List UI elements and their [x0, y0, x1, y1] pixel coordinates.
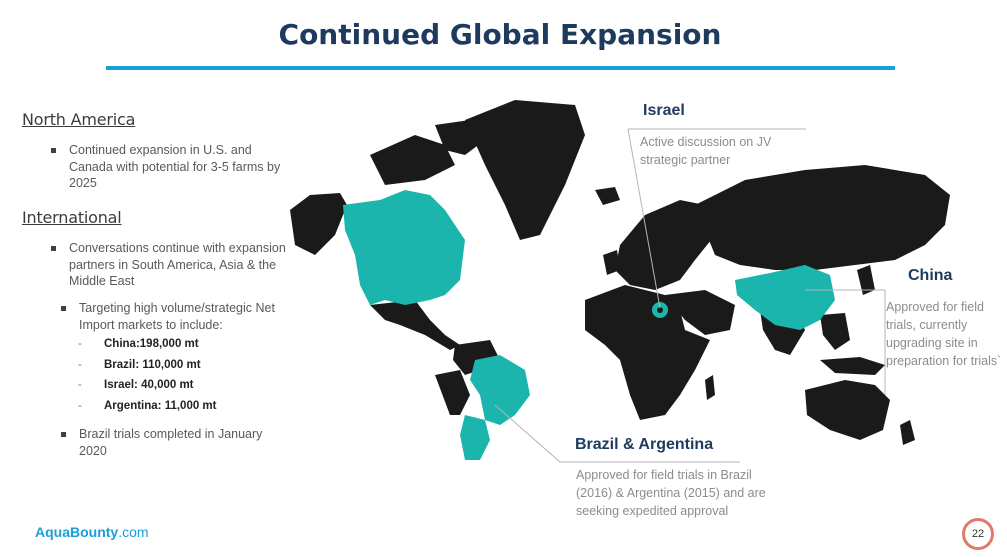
- israel-text: Active discussion on JV strategic partne…: [640, 135, 772, 167]
- argentina-highlight: [460, 415, 490, 460]
- china-heading: China: [908, 267, 953, 284]
- brand-name: AquaBounty: [35, 524, 119, 540]
- north-america-heading: North America: [22, 110, 136, 129]
- market-item-china: - China:198,000 mt: [78, 338, 199, 350]
- market-argentina-text: Argentina: 11,000 mt: [104, 400, 217, 412]
- international-bullet-2-text: Targeting high volume/strategic Net Impo…: [79, 301, 275, 332]
- market-china-text: China:198,000 mt: [104, 338, 199, 350]
- title-underline: [106, 66, 895, 70]
- market-item-brazil: - Brazil: 110,000 mt: [78, 359, 201, 371]
- bullet-marker: [61, 432, 66, 437]
- brazil-argentina-text: Approved for field trials in Brazil (201…: [576, 468, 766, 518]
- brazil-highlight: [470, 355, 530, 425]
- israel-marker-center: [657, 307, 663, 313]
- north-america-highlight: [343, 190, 465, 305]
- market-item-israel: - Israel: 40,000 mt: [78, 379, 194, 391]
- china-highlight: [735, 265, 835, 330]
- bullet-marker: [51, 148, 56, 153]
- international-bullet-2: Targeting high volume/strategic Net Impo…: [61, 300, 301, 333]
- israel-heading: Israel: [643, 102, 685, 119]
- china-text: Approved for field trials, currently upg…: [886, 300, 1002, 368]
- international-bullet-3-text: Brazil trials completed in January 2020: [79, 427, 263, 458]
- international-bullet-1-text: Conversations continue with expansion pa…: [69, 241, 286, 288]
- international-bullet-1: Conversations continue with expansion pa…: [51, 240, 297, 290]
- market-brazil-text: Brazil: 110,000 mt: [104, 359, 201, 371]
- international-heading: International: [22, 208, 122, 227]
- market-item-argentina: - Argentina: 11,000 mt: [78, 400, 217, 412]
- footer-brand[interactable]: AquaBounty.com: [35, 524, 149, 540]
- highlighted-countries: [343, 190, 835, 460]
- international-bullet-3: Brazil trials completed in January 2020: [61, 426, 289, 459]
- north-america-bullet: Continued expansion in U.S. and Canada w…: [51, 142, 284, 192]
- slide-title: Continued Global Expansion: [278, 18, 722, 51]
- land-mass: [290, 100, 950, 445]
- page-number-badge: 22: [962, 518, 994, 550]
- north-america-bullet-text: Continued expansion in U.S. and Canada w…: [69, 143, 281, 190]
- market-israel-text: Israel: 40,000 mt: [104, 379, 194, 391]
- brazil-argentina-heading: Brazil & Argentina: [575, 436, 714, 453]
- world-map: [290, 100, 950, 460]
- bullet-marker: [51, 246, 56, 251]
- bullet-marker: [61, 306, 66, 311]
- brand-suffix: .com: [118, 524, 149, 540]
